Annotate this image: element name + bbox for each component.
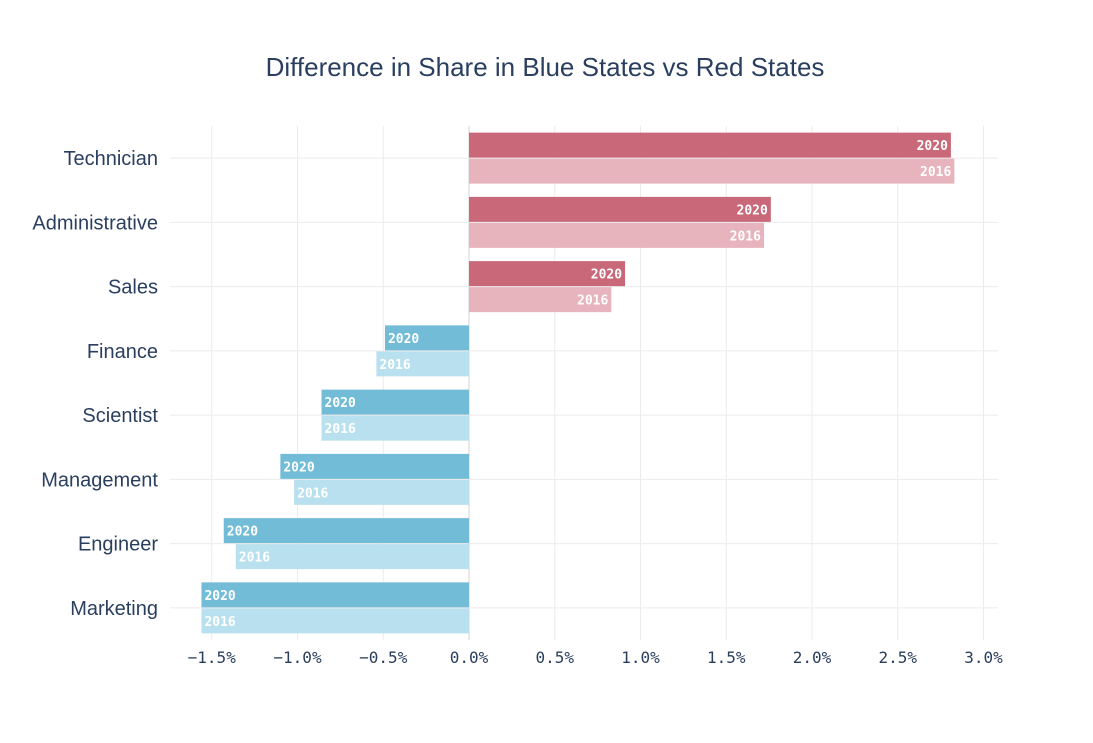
x-tick-label: 2.5% xyxy=(878,648,917,667)
bar-label-2016: 2016 xyxy=(379,358,410,373)
bar-2016 xyxy=(294,479,469,505)
bar-2020 xyxy=(469,261,626,287)
category-label: Administrative xyxy=(32,212,158,234)
x-tick-label: 3.0% xyxy=(964,648,1003,667)
bar-label-2016: 2016 xyxy=(297,486,328,501)
bar-label-2016: 2016 xyxy=(204,615,235,630)
category-label: Marketing xyxy=(70,598,158,620)
bar-label-2020: 2020 xyxy=(283,460,314,475)
bar-2016 xyxy=(469,287,612,313)
bars-layer xyxy=(201,132,955,634)
bar-label-2020: 2020 xyxy=(591,268,622,283)
category-label: Scientist xyxy=(82,405,158,427)
x-tick-label: 1.5% xyxy=(707,648,746,667)
x-axis-tick-labels: −1.5% −1.0% −0.5% 0.0% 0.5% 1.0% 1.5% 2.0% 2.5% 3… xyxy=(188,648,1003,667)
bar-label-2016: 2016 xyxy=(920,165,951,180)
bar-2016 xyxy=(321,415,469,441)
bar-2016 xyxy=(469,222,764,248)
x-tick-label: 0.0% xyxy=(450,648,489,667)
bar-label-2020: 2020 xyxy=(917,139,948,154)
bar-2020 xyxy=(280,453,469,479)
bar-label-2020: 2020 xyxy=(737,203,768,218)
bar-2016 xyxy=(376,351,469,377)
x-tick-label: 1.0% xyxy=(621,648,660,667)
bar-2016 xyxy=(235,544,469,570)
category-label: Technician xyxy=(63,148,158,170)
category-label: Engineer xyxy=(78,534,158,556)
x-tick-label: −0.5% xyxy=(359,648,408,667)
x-tick-label: −1.5% xyxy=(188,648,237,667)
bar-label-2020: 2020 xyxy=(388,332,419,347)
bar-label-2016: 2016 xyxy=(730,229,761,244)
bar-2020 xyxy=(223,518,469,544)
bar-label-2020: 2020 xyxy=(325,396,356,411)
bar-labels-layer: 2020 2016 2020 2016 2020 2016 2020 2016 2020 2016… xyxy=(204,139,951,630)
bar-label-2016: 2016 xyxy=(239,551,270,566)
category-label: Sales xyxy=(108,277,158,299)
bar-label-2020: 2020 xyxy=(227,525,258,540)
x-tick-label: −1.0% xyxy=(273,648,322,667)
chart-title: Difference in Share in Blue States vs Re… xyxy=(266,52,825,82)
bar-2016 xyxy=(469,158,955,184)
bar-2020 xyxy=(384,325,469,351)
bar-label-2016: 2016 xyxy=(325,422,356,437)
category-label: Finance xyxy=(87,341,158,363)
bar-2020 xyxy=(201,582,469,608)
bar-label-2016: 2016 xyxy=(577,294,608,309)
bar-2020 xyxy=(469,132,951,158)
bar-2016 xyxy=(201,608,469,634)
category-label: Management xyxy=(41,469,158,491)
bar-2020 xyxy=(321,389,469,415)
x-tick-label: 2.0% xyxy=(793,648,832,667)
bar-2020 xyxy=(469,196,771,222)
bar-label-2020: 2020 xyxy=(204,589,235,604)
category-labels: Technician Administrative Sales Finance Scie… xyxy=(32,148,158,620)
x-tick-label: 0.5% xyxy=(535,648,574,667)
